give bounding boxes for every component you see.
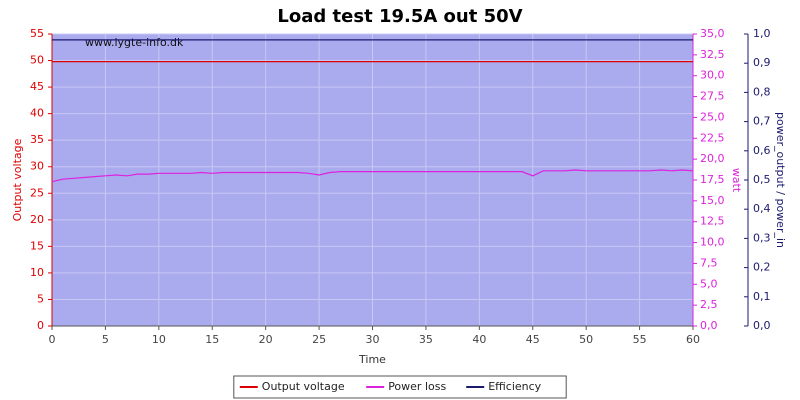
watermark: www.lygte-info.dk (85, 36, 184, 49)
y2-tick-label: 0,0 (700, 319, 718, 332)
y-tick-label: 40 (30, 107, 44, 120)
x-tick-label: 45 (526, 333, 540, 346)
legend: Output voltage Power loss Efficiency (233, 375, 567, 399)
y-tick-label: 50 (30, 54, 44, 67)
x-tick-label: 40 (472, 333, 486, 346)
y-tick-label: 0 (37, 319, 44, 332)
x-tick-label: 50 (579, 333, 593, 346)
y2-tick-label: 27,5 (700, 90, 725, 103)
y3-tick-label: 0,5 (753, 173, 771, 186)
y3-tick-label: 1,0 (753, 27, 771, 40)
y3-tick-label: 0,6 (753, 144, 771, 157)
y-tick-label: 55 (30, 27, 44, 40)
y2-axis-label: watt (730, 168, 743, 193)
y2-tick-label: 35,0 (700, 27, 725, 40)
y2-tick-label: 20,0 (700, 152, 725, 165)
legend-box (233, 375, 567, 399)
y2-tick-label: 22,5 (700, 131, 725, 144)
y-tick-label: 15 (30, 239, 44, 252)
y3-tick-label: 0,8 (753, 85, 771, 98)
y3-tick-label: 0,2 (753, 261, 771, 274)
series-line (51, 169, 694, 183)
y-tick-label: 45 (30, 80, 44, 93)
x-tick-label: 15 (205, 333, 219, 346)
x-tick-label: 55 (633, 333, 647, 346)
x-tick-label: 35 (419, 333, 433, 346)
x-tick-label: 10 (152, 333, 166, 346)
y3-tick-label: 0,3 (753, 231, 771, 244)
x-tick-label: 0 (49, 333, 56, 346)
y3-tick-label: 0,4 (753, 202, 771, 215)
y3-tick-label: 0,0 (753, 319, 771, 332)
y2-tick-label: 7,5 (700, 256, 718, 269)
x-tick-label: 25 (312, 333, 326, 346)
x-axis-label: Time (358, 353, 386, 366)
y-axis-label: Output voltage (11, 138, 24, 221)
y2-tick-label: 10,0 (700, 236, 725, 249)
y3-tick-label: 0,1 (753, 290, 771, 303)
y2-tick-label: 2,5 (700, 298, 718, 311)
y3-axis-label: power_output / power_in (774, 112, 787, 248)
y3-tick-label: 0,7 (753, 115, 771, 128)
y-tick-label: 35 (30, 133, 44, 146)
y-tick-label: 30 (30, 160, 44, 173)
x-tick-label: 30 (366, 333, 380, 346)
y-tick-label: 5 (37, 292, 44, 305)
y3-tick-label: 0,9 (753, 56, 771, 69)
y-tick-label: 10 (30, 266, 44, 279)
legend-label: Efficiency (488, 380, 541, 393)
legend-label: Output voltage (262, 380, 345, 393)
y2-tick-label: 12,5 (700, 215, 725, 228)
y-tick-label: 20 (30, 213, 44, 226)
x-tick-label: 20 (259, 333, 273, 346)
y2-tick-label: 17,5 (700, 173, 725, 186)
y-tick-label: 25 (30, 186, 44, 199)
chart-title: Load test 19.5A out 50V (277, 6, 522, 27)
y2-tick-label: 25,0 (700, 110, 725, 123)
y2-tick-label: 30,0 (700, 69, 725, 82)
x-tick-label: 5 (102, 333, 109, 346)
y2-tick-label: 15,0 (700, 194, 725, 207)
y2-tick-label: 32,5 (700, 48, 725, 61)
legend-label: Power loss (388, 380, 446, 393)
y2-tick-label: 5,0 (700, 277, 718, 290)
x-tick-label: 60 (686, 333, 700, 346)
